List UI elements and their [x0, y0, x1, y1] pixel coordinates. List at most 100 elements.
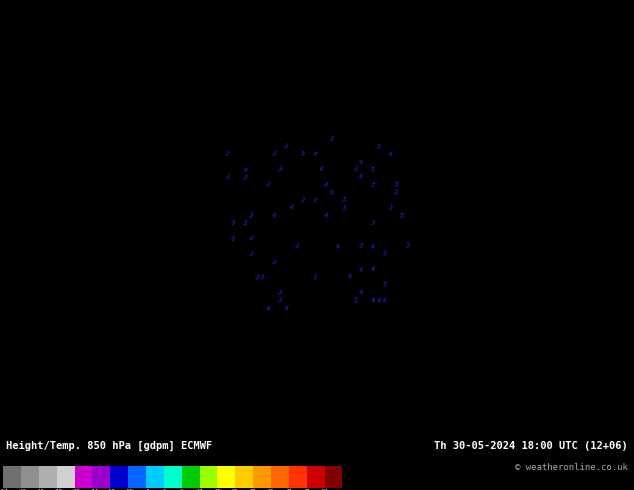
Text: 5: 5: [171, 266, 178, 273]
Text: 6: 6: [533, 204, 538, 211]
Text: 3: 3: [398, 27, 404, 34]
Text: 5: 5: [492, 296, 497, 303]
Text: 6: 6: [136, 43, 143, 50]
Text: 4: 4: [323, 258, 328, 265]
Text: 5: 5: [305, 373, 311, 381]
Text: 4: 4: [369, 158, 375, 165]
Text: 5: 5: [381, 235, 387, 242]
Text: 6: 6: [626, 158, 631, 165]
Text: 8: 8: [8, 35, 15, 42]
Text: 1: 1: [259, 43, 265, 49]
Text: 5: 5: [125, 0, 131, 3]
Text: 5: 5: [602, 419, 608, 427]
Text: 0: 0: [37, 304, 44, 311]
Text: 3: 3: [317, 289, 323, 296]
Text: 5: 5: [550, 235, 555, 242]
Text: 7: 7: [491, 81, 497, 88]
Text: 4: 4: [177, 135, 184, 142]
Text: 7: 7: [183, 227, 190, 234]
Text: 3: 3: [323, 135, 328, 142]
Text: 6: 6: [521, 396, 526, 404]
Text: 6: 6: [480, 127, 486, 134]
Text: 4: 4: [404, 127, 410, 134]
Text: 6: 6: [532, 389, 538, 396]
Text: 5: 5: [480, 50, 486, 57]
Text: 5: 5: [323, 250, 328, 257]
Text: 5: 5: [352, 189, 358, 196]
Text: 2: 2: [223, 104, 230, 111]
Text: 9: 9: [61, 289, 67, 296]
Text: 5: 5: [486, 127, 491, 134]
Text: 6: 6: [550, 343, 555, 350]
Text: 5: 5: [451, 289, 456, 296]
Text: 7: 7: [8, 204, 15, 211]
Bar: [93, 466, 110, 488]
Text: 3: 3: [253, 266, 259, 273]
Text: 6: 6: [596, 427, 602, 435]
Text: 6: 6: [218, 396, 224, 404]
Text: 5: 5: [410, 296, 416, 304]
Text: 3: 3: [281, 150, 288, 157]
Text: 6: 6: [509, 350, 515, 358]
Text: 7: 7: [590, 389, 597, 396]
Text: 6: 6: [456, 27, 463, 34]
Text: 7: 7: [631, 66, 634, 73]
Text: 5: 5: [521, 358, 526, 365]
Text: 7: 7: [101, 50, 108, 57]
Text: 3: 3: [323, 312, 328, 319]
Text: 7: 7: [585, 212, 590, 219]
Text: 6: 6: [567, 281, 573, 288]
Text: 6: 6: [498, 304, 503, 311]
Text: 7: 7: [148, 327, 155, 335]
Text: 7: 7: [474, 296, 480, 304]
Text: 6: 6: [509, 0, 515, 3]
Text: 3: 3: [253, 212, 259, 219]
Text: 4: 4: [323, 220, 329, 227]
Text: 3: 3: [363, 220, 370, 227]
Text: 5: 5: [381, 227, 387, 234]
Text: 8: 8: [0, 381, 3, 388]
Text: 7: 7: [78, 97, 85, 103]
Text: 6: 6: [171, 381, 178, 388]
Text: 5: 5: [550, 296, 555, 303]
Text: 9: 9: [89, 389, 96, 396]
Text: 7: 7: [631, 327, 634, 334]
Text: 4: 4: [381, 427, 387, 434]
Text: 8: 8: [61, 112, 67, 119]
Text: 4: 4: [206, 143, 212, 150]
Text: 3: 3: [299, 43, 306, 50]
Text: 1: 1: [287, 4, 294, 11]
Text: 6: 6: [585, 243, 590, 250]
Text: 4: 4: [370, 273, 375, 280]
Text: 4: 4: [363, 435, 370, 442]
Text: 3: 3: [247, 381, 254, 388]
Text: 8: 8: [37, 35, 44, 42]
Text: 6: 6: [416, 158, 422, 165]
Text: 4: 4: [370, 196, 375, 203]
Text: 6: 6: [492, 304, 497, 311]
Text: 5: 5: [550, 273, 555, 281]
Text: 4: 4: [451, 220, 456, 227]
Text: 3: 3: [323, 43, 328, 49]
Text: 4: 4: [404, 419, 410, 427]
Text: 6: 6: [619, 104, 625, 111]
Text: 7: 7: [188, 366, 195, 373]
Text: 1: 1: [247, 58, 254, 65]
Text: 3: 3: [328, 158, 335, 165]
Text: 5: 5: [200, 266, 207, 273]
Text: 8: 8: [113, 189, 120, 196]
Text: 2: 2: [242, 89, 247, 96]
Text: 8: 8: [72, 89, 79, 96]
Text: 7: 7: [107, 281, 113, 288]
Text: 7: 7: [55, 227, 61, 234]
Text: 8: 8: [67, 396, 74, 404]
Text: 8: 8: [3, 112, 9, 119]
Text: 9: 9: [107, 189, 114, 196]
Text: 4: 4: [328, 312, 335, 319]
Text: 6: 6: [509, 173, 515, 180]
Text: 4: 4: [299, 258, 306, 265]
Text: 6: 6: [614, 43, 619, 49]
Text: 6: 6: [451, 120, 456, 126]
Text: 7: 7: [591, 127, 596, 134]
Text: 4: 4: [212, 266, 219, 273]
